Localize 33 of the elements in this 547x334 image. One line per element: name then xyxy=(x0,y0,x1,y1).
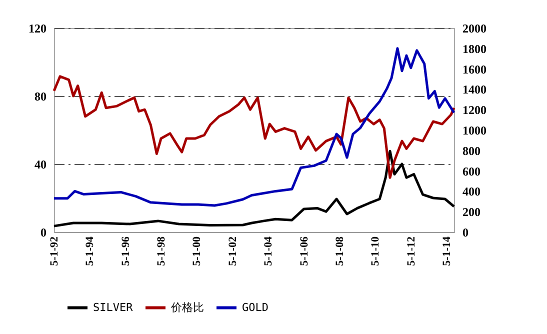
x-tick-label: 5-1-04 xyxy=(262,236,275,266)
y2-tick-label: 1200 xyxy=(462,103,486,118)
y2-tick-label: 1000 xyxy=(462,124,486,138)
legend-label: GOLD xyxy=(242,300,268,314)
x-tick-label: 5-1-98 xyxy=(156,236,168,266)
y2-tick-label: 1400 xyxy=(462,82,486,97)
y2-tick-label: 600 xyxy=(462,164,480,178)
x-tick-label: 5-1-94 xyxy=(84,236,96,266)
y2-tick-label: 2000 xyxy=(462,22,486,36)
x-tick-label: 5-1-00 xyxy=(191,236,204,266)
y-tick-label: 0 xyxy=(40,226,46,240)
line-series xyxy=(52,150,456,228)
x-tick-label: 5-1-92 xyxy=(48,236,60,266)
x-tick-label: 5-1-02 xyxy=(226,236,239,266)
x-tick-label: 5-1-12 xyxy=(405,236,418,266)
y2-tick-label: 400 xyxy=(462,184,480,199)
line-series xyxy=(52,75,456,179)
x-tick-label: 5-1-96 xyxy=(120,236,132,266)
y-tick-label: 80 xyxy=(34,90,46,104)
y2-tick-label: 200 xyxy=(462,205,480,220)
y2-tick-label: 1600 xyxy=(462,62,486,76)
legend-label: SILVER xyxy=(93,300,134,314)
y-tick-label: 120 xyxy=(28,22,46,36)
y2-tick-label: 800 xyxy=(462,144,480,158)
y2-tick-label: 1800 xyxy=(462,42,486,56)
y2-tick-label: 0 xyxy=(462,226,468,240)
legend-label: 价格比 xyxy=(170,300,204,314)
y-tick-label: 40 xyxy=(34,158,46,172)
x-tick-label: 5-1-08 xyxy=(334,236,346,266)
x-tick-label: 5-1-06 xyxy=(298,236,310,266)
line-series xyxy=(52,47,456,207)
x-tick-label: 5-1-14 xyxy=(441,236,454,266)
x-tick-label: 5-1-10 xyxy=(370,236,382,266)
